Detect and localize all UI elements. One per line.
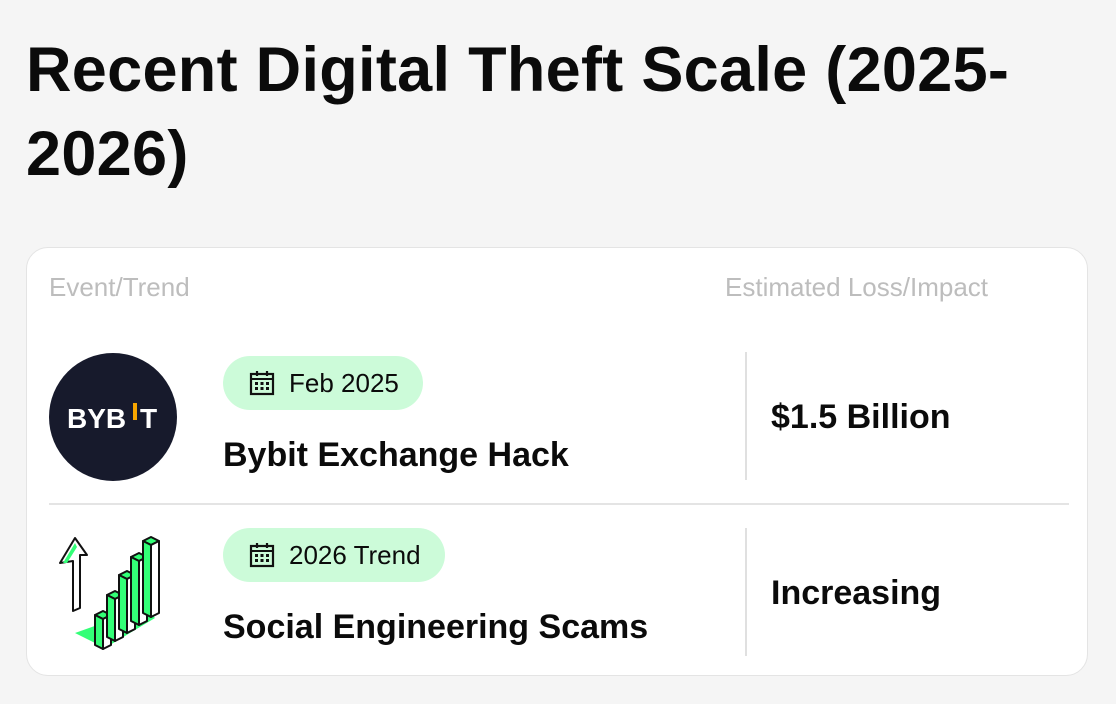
column-divider	[745, 528, 747, 656]
column-divider	[745, 352, 747, 480]
date-text: 2026 Trend	[289, 539, 421, 570]
column-header-event: Event/Trend	[49, 272, 190, 302]
date-text: Feb 2025	[289, 367, 399, 398]
row-divider	[49, 503, 1069, 505]
bybit-logo: BYB T	[49, 353, 177, 481]
page-title: Recent Digital Theft Scale (2025-2026)	[26, 35, 1010, 189]
table-row: 2026 Trend Social Engineering Scams Incr…	[49, 528, 1069, 658]
calendar-icon	[249, 371, 275, 396]
svg-text:T: T	[140, 403, 157, 434]
date-badge: 2026 Trend	[223, 528, 445, 582]
event-name: Social Engineering Scams	[223, 608, 649, 646]
calendar-icon	[249, 543, 275, 568]
table-row: BYB T Feb 2025 Bybit Exchange Hack $1.5 …	[49, 352, 1069, 482]
column-header-impact: Estimated Loss/Impact	[725, 272, 988, 302]
event-name: Bybit Exchange Hack	[223, 436, 569, 474]
rising-bar-chart-icon	[59, 536, 160, 650]
date-badge: Feb 2025	[223, 356, 423, 410]
impact-value: Increasing	[771, 574, 942, 612]
theft-table-card: Event/Trend Estimated Loss/Impact BYB T …	[26, 247, 1088, 676]
impact-value: $1.5 Billion	[771, 398, 951, 436]
svg-text:BYB: BYB	[67, 403, 126, 434]
